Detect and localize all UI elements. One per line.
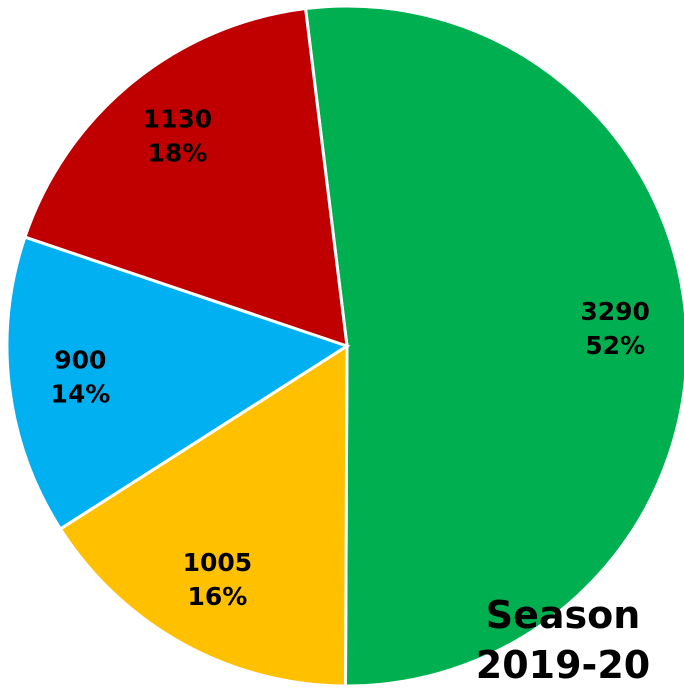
pie-slice [23,6,349,349]
percent-label: 16% [187,582,247,611]
chart-title: Season 2019-20 [475,593,651,687]
percent-label: 14% [50,379,110,408]
pie-slice [58,343,349,688]
percent-label: 18% [147,139,207,168]
value-label: 1005 [183,548,253,577]
percent-label: 52% [585,331,645,360]
pie-slice [5,235,351,531]
value-label: 900 [54,345,106,374]
value-label: 1130 [143,105,213,134]
value-label: 3290 [580,297,650,326]
pie-slice [303,4,684,688]
